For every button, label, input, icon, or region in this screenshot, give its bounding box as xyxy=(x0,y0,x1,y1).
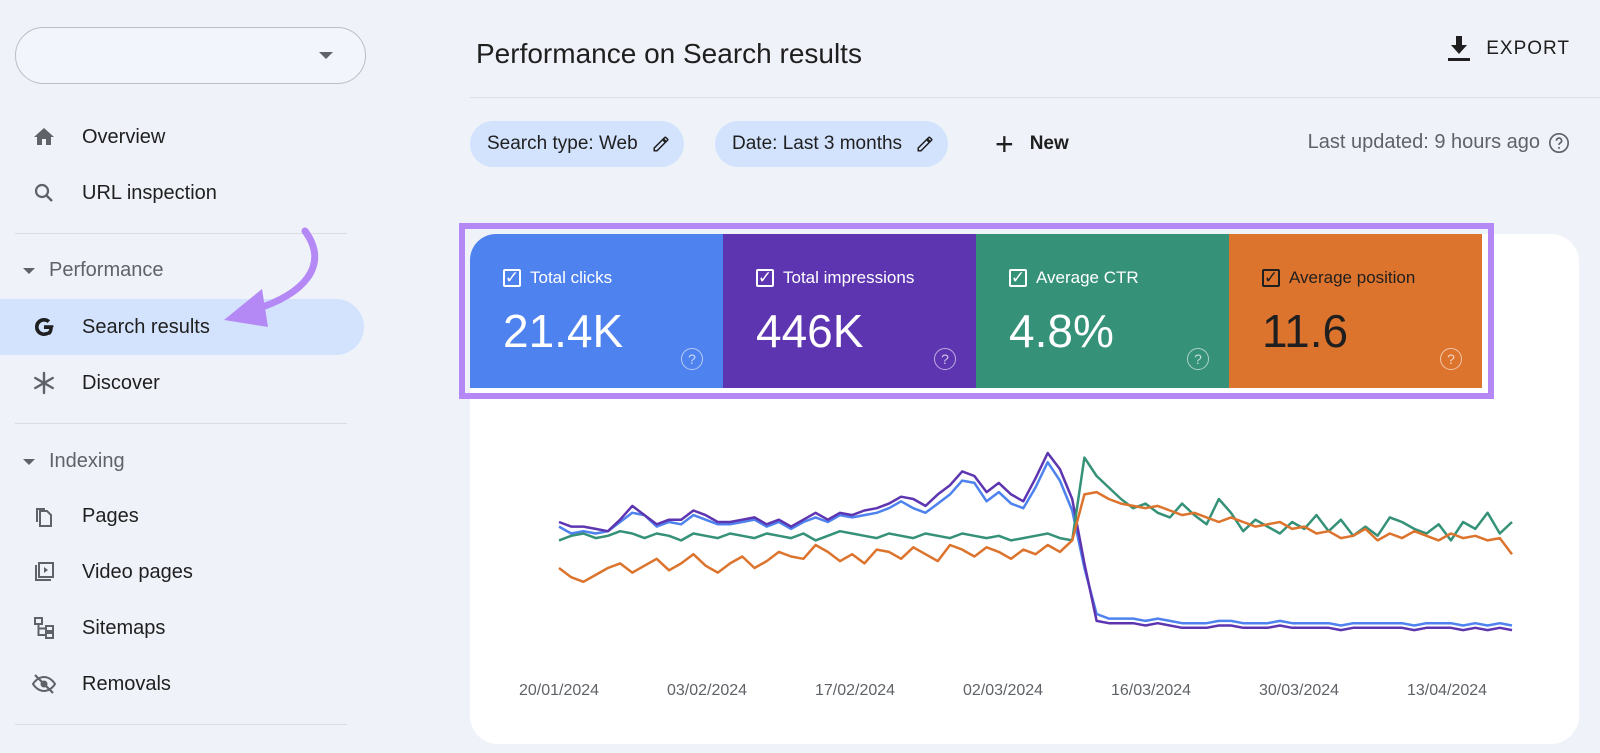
metric-value: 446K xyxy=(756,305,864,357)
metric-label: Average CTR xyxy=(1036,268,1139,287)
series-line-total-impressions xyxy=(558,451,1513,632)
divider xyxy=(15,724,347,725)
metric-total-clicks[interactable]: ✓ Total clicks 21.4K ? xyxy=(470,234,723,388)
section-indexing[interactable]: Indexing xyxy=(20,450,125,473)
sidebar-item-url-inspection[interactable]: URL inspection xyxy=(0,165,364,221)
metric-average-position[interactable]: ✓ Average position 11.6 ? xyxy=(1229,234,1482,388)
checkbox-checked-icon[interactable]: ✓ xyxy=(1262,268,1280,287)
sidebar-item-pages[interactable]: Pages xyxy=(0,488,364,544)
page-title: Performance on Search results xyxy=(476,38,862,69)
help-icon[interactable] xyxy=(1548,132,1570,154)
google-g-icon xyxy=(35,318,54,336)
sidebar-item-video-pages[interactable]: Video pages xyxy=(0,544,364,600)
sidebar-item-label: Sitemaps xyxy=(82,616,166,639)
sidebar-item-overview[interactable]: Overview xyxy=(0,109,364,165)
sidebar-item-label: Search results xyxy=(82,315,210,338)
series-line-average-ctr xyxy=(558,456,1513,542)
divider xyxy=(15,423,347,424)
download-icon xyxy=(1448,36,1471,61)
metric-value: 4.8% xyxy=(1009,305,1114,357)
help-icon[interactable]: ? xyxy=(1440,348,1462,370)
series-line-average-position xyxy=(558,490,1513,584)
help-icon[interactable]: ? xyxy=(934,348,956,370)
new-filter-button[interactable]: + New xyxy=(995,126,1069,162)
checkbox-checked-icon[interactable]: ✓ xyxy=(756,268,774,287)
section-label: Indexing xyxy=(49,450,125,472)
metric-average-ctr[interactable]: ✓ Average CTR 4.8% ? xyxy=(976,234,1229,388)
divider xyxy=(470,97,1600,98)
section-performance[interactable]: Performance xyxy=(20,259,164,282)
export-label: EXPORT xyxy=(1486,38,1570,59)
chip-label: Search type: Web xyxy=(487,133,638,154)
property-selector[interactable] xyxy=(15,27,366,84)
performance-line-chart[interactable]: 20/01/2024 03/02/2024 17/02/2024 02/03/2024… xyxy=(470,430,1579,730)
checkbox-checked-icon[interactable]: ✓ xyxy=(503,268,521,287)
new-label: New xyxy=(1029,133,1069,154)
sidebar-item-label: Video pages xyxy=(82,560,193,583)
export-button[interactable]: EXPORT xyxy=(1448,36,1570,62)
edit-pencil-icon[interactable] xyxy=(652,135,670,153)
collapse-triangle-icon xyxy=(23,267,35,274)
sidebar-item-sitemaps[interactable]: Sitemaps xyxy=(0,600,364,656)
x-tick-label: 20/01/2024 xyxy=(519,682,599,699)
x-tick-label: 03/02/2024 xyxy=(667,682,747,699)
annotation-arrow-icon xyxy=(224,227,319,327)
x-tick-label: 02/03/2024 xyxy=(963,682,1043,699)
sidebar-item-label: Removals xyxy=(82,672,171,695)
sidebar-item-discover[interactable]: Discover xyxy=(0,355,364,411)
sidebar-item-label: Overview xyxy=(82,125,166,148)
sidebar-item-label: URL inspection xyxy=(82,181,217,204)
section-label: Performance xyxy=(49,259,164,281)
help-icon[interactable]: ? xyxy=(1187,348,1209,370)
x-tick-label: 17/02/2024 xyxy=(815,682,895,699)
plus-icon: + xyxy=(995,126,1014,162)
last-updated-text: Last updated: 9 hours ago xyxy=(1307,131,1540,153)
x-tick-label: 13/04/2024 xyxy=(1407,682,1487,699)
sidebar-item-label: Discover xyxy=(82,371,160,394)
video-pages-icon xyxy=(35,562,54,581)
edit-pencil-icon[interactable] xyxy=(916,135,934,153)
checkbox-checked-icon[interactable]: ✓ xyxy=(1009,268,1027,287)
metric-total-impressions[interactable]: ✓ Total impressions 446K ? xyxy=(723,234,976,388)
pages-icon xyxy=(36,508,52,527)
metrics-highlight-box xyxy=(459,223,1494,399)
search-icon xyxy=(34,183,53,202)
x-tick-label: 16/03/2024 xyxy=(1111,682,1191,699)
sidebar-item-label: Pages xyxy=(82,504,139,527)
collapse-triangle-icon xyxy=(23,458,35,465)
search-type-filter-chip[interactable]: Search type: Web xyxy=(470,121,684,167)
help-icon[interactable]: ? xyxy=(681,348,703,370)
sidebar: Overview URL inspection Performance Sear… xyxy=(0,0,370,753)
metric-value: 21.4K xyxy=(503,305,624,357)
last-updated: Last updated: 9 hours ago xyxy=(1308,131,1570,154)
metric-label: Average position xyxy=(1289,268,1416,287)
date-filter-chip[interactable]: Date: Last 3 months xyxy=(715,121,949,167)
removals-icon xyxy=(32,674,56,694)
metric-label: Total impressions xyxy=(783,268,915,287)
divider xyxy=(15,233,347,234)
metric-label: Total clicks xyxy=(530,268,613,287)
series-line-total-clicks xyxy=(558,460,1513,627)
asterisk-icon xyxy=(34,371,54,395)
chip-label: Date: Last 3 months xyxy=(732,133,903,154)
sitemaps-icon xyxy=(34,617,54,639)
metric-value: 11.6 xyxy=(1262,305,1349,357)
sidebar-item-search-results[interactable]: Search results xyxy=(0,299,364,355)
home-icon xyxy=(34,128,54,145)
chevron-down-icon[interactable] xyxy=(319,52,333,59)
x-tick-label: 30/03/2024 xyxy=(1259,682,1339,699)
sidebar-item-removals[interactable]: Removals xyxy=(0,656,364,712)
